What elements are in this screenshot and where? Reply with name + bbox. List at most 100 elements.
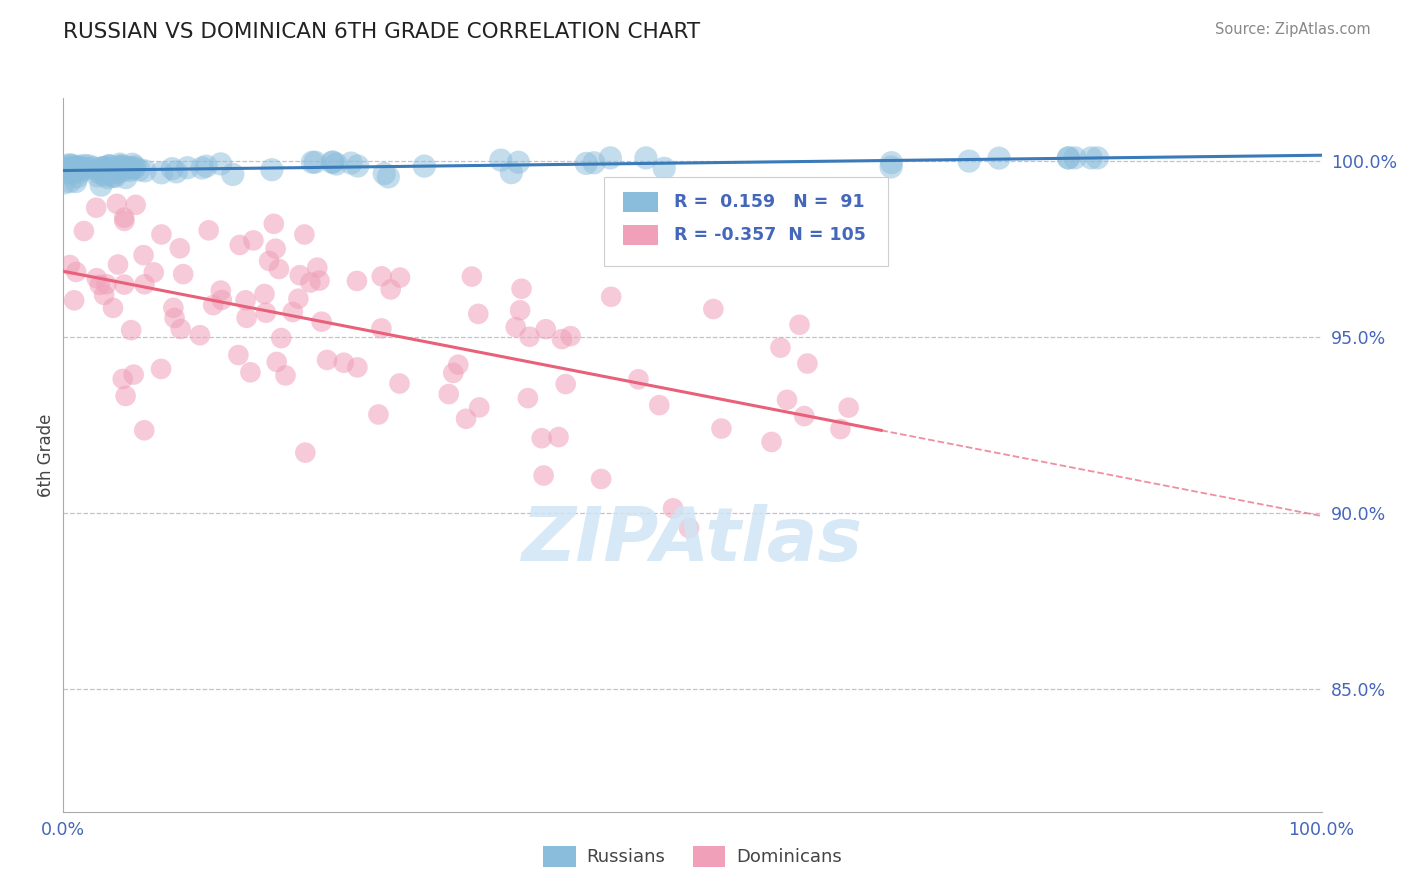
Point xyxy=(253,287,276,301)
Point xyxy=(59,175,82,189)
Point xyxy=(311,315,333,329)
Point xyxy=(118,161,141,175)
Point xyxy=(1057,151,1080,165)
Point xyxy=(77,159,100,173)
Point xyxy=(830,422,852,436)
Point xyxy=(142,265,165,279)
Point xyxy=(82,161,104,175)
Point xyxy=(294,445,316,459)
Point xyxy=(67,163,90,178)
Point xyxy=(254,306,277,320)
Point xyxy=(63,293,86,308)
Point xyxy=(121,157,143,171)
Bar xyxy=(623,192,658,211)
Point xyxy=(796,357,818,371)
Point xyxy=(87,165,110,179)
Point xyxy=(505,320,527,334)
Point xyxy=(209,157,232,171)
Point xyxy=(172,267,194,281)
Point xyxy=(63,161,86,175)
Point xyxy=(257,254,280,268)
Point xyxy=(55,162,77,177)
Point xyxy=(389,270,412,285)
Point xyxy=(325,157,347,171)
Point xyxy=(120,163,142,178)
Point xyxy=(1064,151,1087,165)
Point xyxy=(1057,151,1080,165)
Text: Source: ZipAtlas.com: Source: ZipAtlas.com xyxy=(1215,22,1371,37)
Point xyxy=(454,411,477,425)
Point xyxy=(73,158,96,172)
Point xyxy=(91,161,114,175)
Point xyxy=(124,160,146,174)
Point xyxy=(197,223,219,237)
Point xyxy=(793,409,815,423)
Point xyxy=(97,170,120,185)
Point xyxy=(321,155,343,169)
Point xyxy=(229,238,252,252)
Point xyxy=(370,321,392,335)
Point xyxy=(120,323,142,337)
Point xyxy=(110,160,132,174)
Point xyxy=(582,155,605,169)
Point xyxy=(467,307,489,321)
Point xyxy=(56,159,79,173)
Point xyxy=(346,274,368,288)
Point xyxy=(111,163,134,178)
Point xyxy=(162,301,184,315)
Point xyxy=(110,159,132,173)
Point xyxy=(58,158,80,172)
Point xyxy=(191,161,214,175)
Point xyxy=(957,154,980,169)
Point xyxy=(65,161,87,175)
Point xyxy=(134,277,156,292)
Point xyxy=(176,161,198,175)
Text: RUSSIAN VS DOMINICAN 6TH GRADE CORRELATION CHART: RUSSIAN VS DOMINICAN 6TH GRADE CORRELATI… xyxy=(63,22,700,42)
Point xyxy=(103,169,125,183)
Point xyxy=(65,175,87,189)
Point xyxy=(554,377,576,392)
Point xyxy=(377,169,399,184)
Point xyxy=(838,401,860,415)
Point xyxy=(547,430,569,444)
Point xyxy=(104,169,127,184)
Point xyxy=(634,151,657,165)
Point xyxy=(163,310,186,325)
FancyBboxPatch shape xyxy=(605,177,887,266)
Point xyxy=(678,521,700,535)
Point xyxy=(575,156,598,170)
Point xyxy=(124,198,146,212)
Point xyxy=(90,164,112,178)
Point xyxy=(89,277,111,292)
Point xyxy=(346,360,368,375)
Point xyxy=(662,501,685,516)
Point xyxy=(202,298,225,312)
Point xyxy=(114,389,136,403)
Point xyxy=(222,168,245,182)
Point xyxy=(880,155,903,169)
Point xyxy=(97,161,120,176)
Point xyxy=(516,391,538,405)
Point xyxy=(263,217,285,231)
Point xyxy=(627,372,650,386)
Point xyxy=(108,157,131,171)
Point xyxy=(534,322,557,336)
Point xyxy=(98,159,121,173)
Point xyxy=(373,167,395,181)
Point xyxy=(69,161,91,176)
Point xyxy=(209,284,232,298)
Point xyxy=(77,161,100,176)
Point xyxy=(769,341,792,355)
Point xyxy=(599,151,621,165)
Point xyxy=(316,353,339,368)
Point xyxy=(367,408,389,422)
Point xyxy=(789,318,811,332)
Point xyxy=(1080,151,1102,165)
Point xyxy=(105,197,128,211)
Point xyxy=(112,214,135,228)
Point xyxy=(267,262,290,277)
Point xyxy=(93,161,115,175)
Point xyxy=(59,258,82,272)
Point xyxy=(274,368,297,383)
Point xyxy=(112,161,135,176)
